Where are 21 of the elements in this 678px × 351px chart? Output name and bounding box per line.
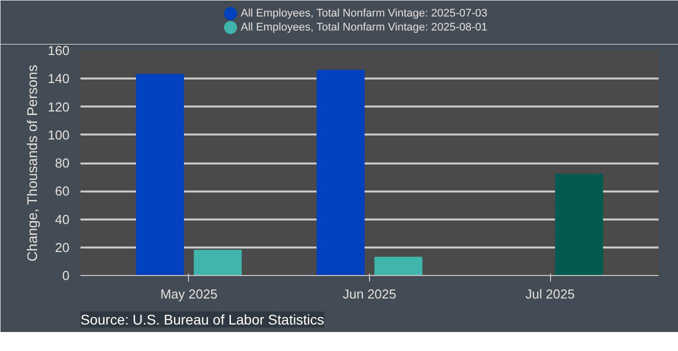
y-tick-label: 0 [62,268,70,283]
bar [194,250,242,276]
y-tick-label: 140 [48,71,70,86]
x-tick-label: May 2025 [160,286,218,302]
y-tick-label: 20 [55,240,70,255]
y-tick-label: 160 [48,43,70,58]
legend-label: All Employees, Total Nonfarm Vintage: 2025-08-01 [240,22,488,34]
x-tick-label: Jul 2025 [526,286,575,302]
bar [555,174,604,276]
y-axis-title: Change, Thousands of Persons [24,64,40,262]
bar [136,74,184,276]
y-tick-label: 100 [48,127,70,142]
y-tick-label: 60 [55,184,70,199]
y-tick-label: 120 [48,99,70,114]
source-note: Source: U.S. Bureau of Labor Statistics [80,312,324,328]
bar [316,70,365,276]
legend-label: All Employees, Total Nonfarm Vintage: 2025-07-03 [240,8,488,20]
bar [374,256,422,276]
y-tick-label: 80 [55,156,70,170]
y-tick-label: 40 [55,212,70,227]
x-tick-label: Jun 2025 [342,286,396,302]
